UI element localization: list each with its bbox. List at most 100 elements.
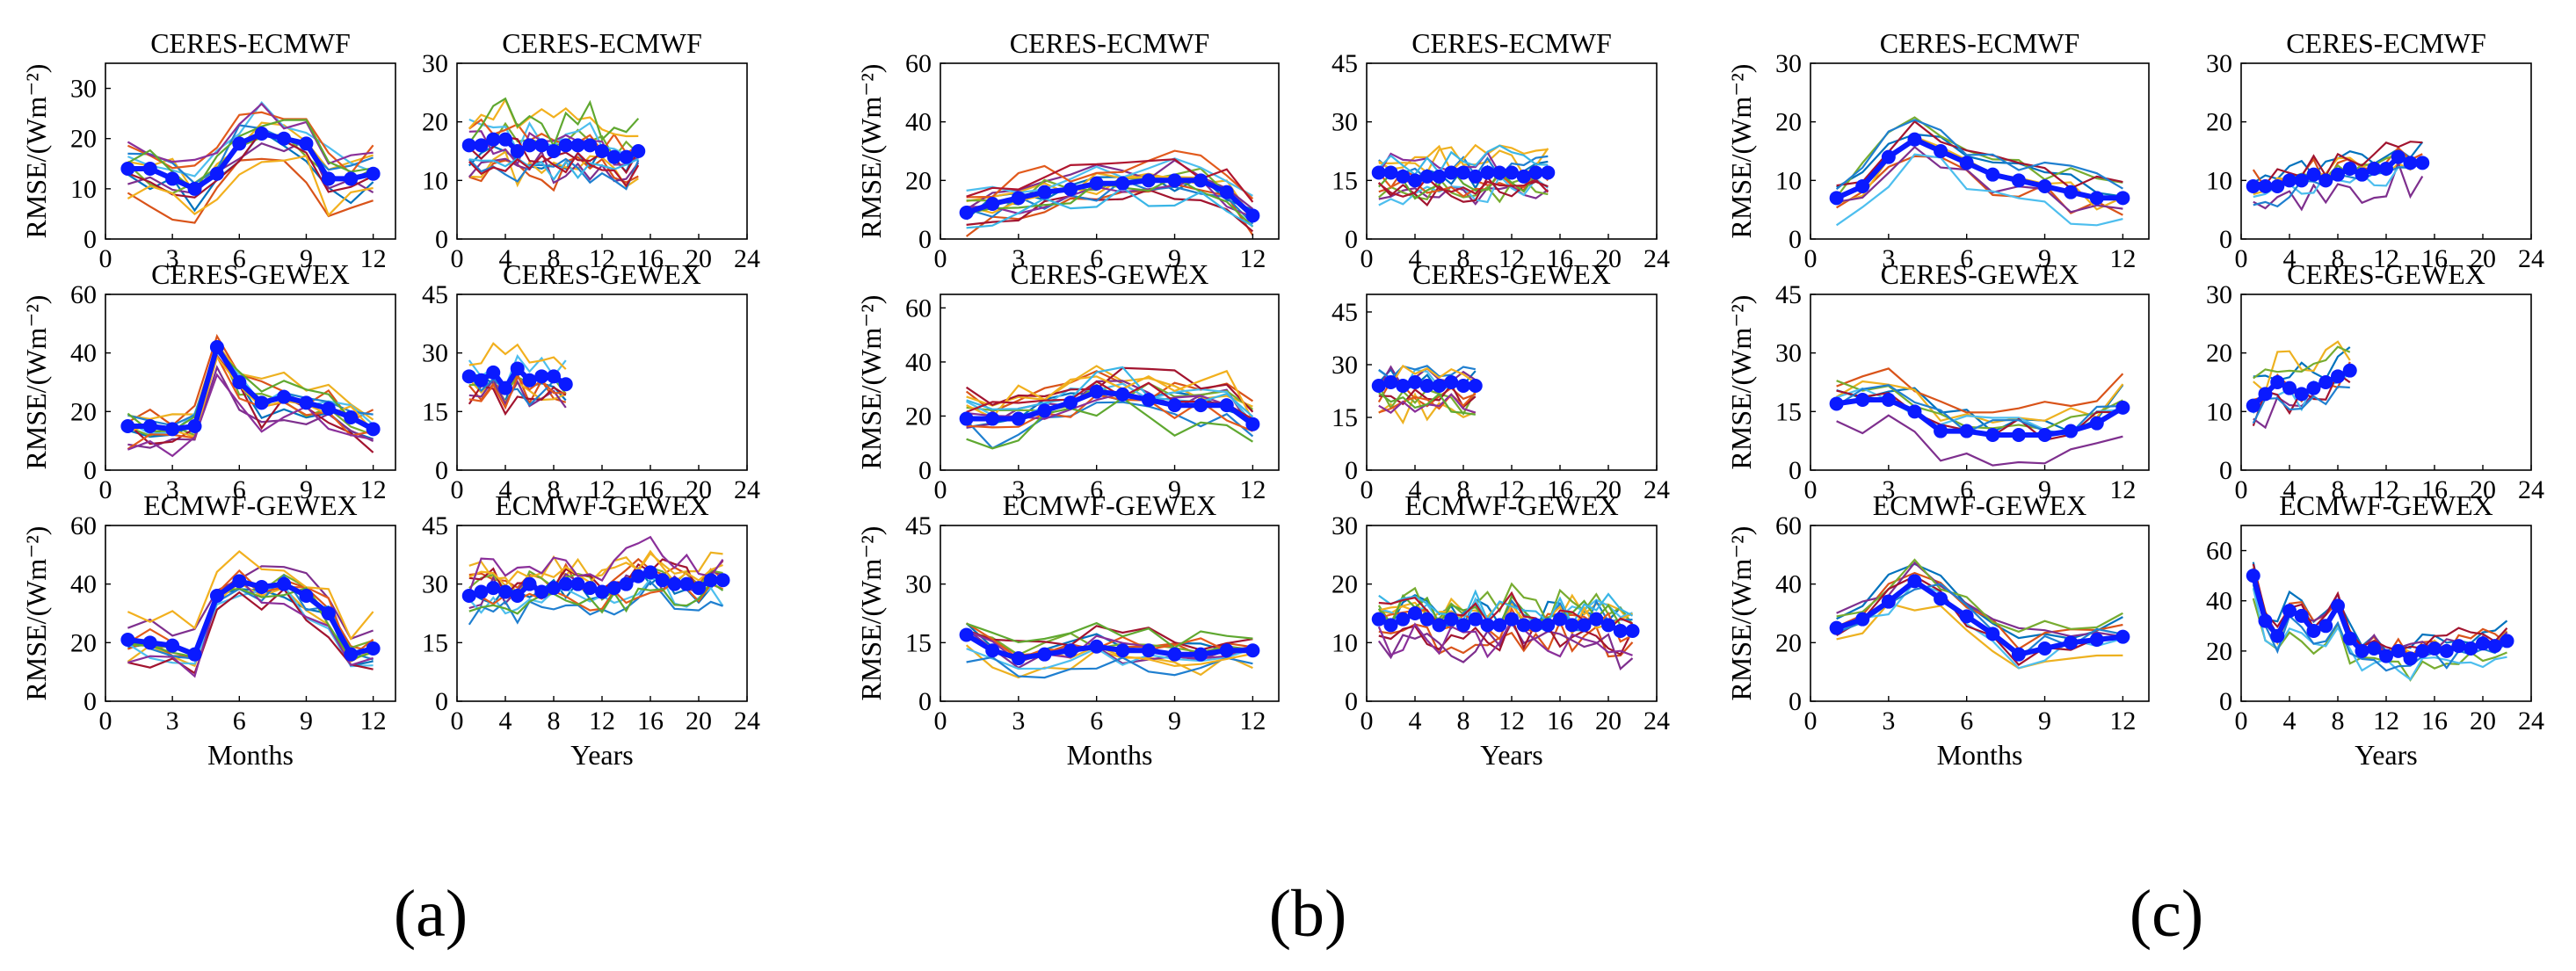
subplot-c6: ECMWF-GEWEX 0 4 8 12 16 20 24 0 20 40 60 Years — [2206, 489, 2544, 771]
member-series-line — [1378, 144, 1549, 177]
axes-box — [1810, 62, 2150, 240]
x-tick-label: 6 — [1960, 244, 1973, 273]
x-tick-label: 8 — [548, 707, 561, 735]
x-axis-label: Years — [570, 739, 633, 771]
mean-point — [2064, 424, 2079, 438]
y-tick-label: 0 — [1789, 456, 1802, 485]
mean-point — [1396, 379, 1411, 393]
mean-point — [187, 647, 202, 662]
mean-point — [1219, 643, 1234, 658]
mean-point — [2258, 387, 2273, 402]
mean-point — [703, 573, 718, 588]
mean-point — [321, 606, 336, 620]
x-tick-label: 16 — [2421, 475, 2448, 504]
y-tick-label: 60 — [1775, 511, 1802, 540]
mean-point — [2064, 185, 2079, 199]
mean-point — [1037, 647, 1052, 662]
member-series-line — [468, 377, 567, 409]
x-tick-label: 12 — [2373, 475, 2399, 504]
x-tick-label: 8 — [1457, 707, 1470, 735]
x-tick-label: 6 — [1090, 707, 1103, 735]
x-tick-label: 12 — [360, 244, 387, 273]
mean-point — [1829, 191, 1844, 206]
y-tick-label: 0 — [83, 225, 97, 254]
x-tick-label: 6 — [1960, 707, 1973, 735]
mean-point — [1167, 173, 1182, 188]
member-series-line — [468, 580, 723, 626]
subplot-a2: CERES-ECMWF 0 4 8 12 16 20 24 0 10 20 30 — [422, 27, 760, 273]
mean-point — [1959, 156, 1974, 170]
y-tick-label: 30 — [422, 49, 448, 78]
y-tick-label: 10 — [2206, 397, 2232, 426]
y-tick-label: 0 — [1789, 225, 1802, 254]
member-series-line — [966, 188, 1254, 233]
member-series-line — [127, 341, 374, 421]
member-series-line — [127, 157, 374, 224]
y-axis-label: RMSE/(Wm⁻²) — [20, 295, 52, 470]
mean-point — [1444, 612, 1459, 627]
subplot-c4: CERES-GEWEX 0 4 8 12 16 20 24 0 10 20 30 — [2206, 258, 2544, 504]
mean-point — [2258, 613, 2273, 628]
mean-point — [209, 340, 224, 354]
mean-point — [1468, 169, 1483, 184]
y-tick-label: 40 — [70, 570, 97, 599]
mean-point — [547, 581, 561, 596]
subplot-a3: CERES-GEWEX 0 3 6 9 12 0 20 40 60 RMSE/(Wm⁻²) — [20, 258, 396, 504]
mean-point — [1037, 185, 1052, 199]
x-tick-label: 0 — [934, 707, 947, 735]
mean-point — [299, 136, 314, 151]
mean-point — [510, 144, 525, 158]
member-series-line — [966, 396, 1253, 450]
y-tick-label: 0 — [435, 225, 448, 254]
member-series-line — [127, 155, 374, 217]
mean-point — [1167, 398, 1182, 413]
member-series-line — [127, 130, 374, 213]
mean-point — [631, 569, 646, 583]
mean-point — [2342, 162, 2357, 176]
x-tick-label: 12 — [1498, 475, 1525, 504]
y-tick-label: 10 — [70, 175, 97, 204]
x-tick-label: 9 — [300, 475, 313, 504]
y-tick-label: 30 — [1332, 351, 1358, 380]
member-series-line — [1377, 593, 1634, 636]
mean-point — [643, 565, 657, 580]
member-series-line — [2252, 583, 2508, 672]
x-tick-label: 4 — [499, 244, 512, 273]
x-tick-label: 20 — [686, 244, 712, 273]
y-tick-label: 30 — [905, 570, 932, 599]
x-axis-label: Years — [1480, 739, 1542, 771]
subplot-a5: ECMWF-GEWEX 0 3 6 9 12 0 20 40 60 RMSE/(Wm⁻²) Month… — [20, 489, 396, 771]
mean-point — [1011, 651, 1026, 666]
x-tick-label: 12 — [360, 707, 387, 735]
x-tick-label: 16 — [2421, 244, 2448, 273]
x-tick-label: 9 — [1168, 475, 1181, 504]
x-tick-label: 9 — [2038, 475, 2051, 504]
member-series-line — [2253, 345, 2351, 380]
mean-point — [498, 584, 512, 599]
subplot-title: ECMWF-GEWEX — [495, 489, 709, 521]
mean-point — [583, 581, 598, 596]
mean-point — [1245, 417, 1260, 431]
mean-point — [1456, 165, 1470, 180]
member-series-line — [1378, 143, 1549, 173]
y-axis-label: RMSE/(Wm⁻²) — [855, 295, 887, 470]
mean-point — [558, 377, 573, 392]
member-series-line — [966, 186, 1253, 229]
y-tick-label: 0 — [2219, 456, 2232, 485]
mean-point — [486, 365, 501, 380]
x-tick-label: 12 — [2373, 707, 2399, 735]
x-tick-label: 20 — [686, 475, 712, 504]
mean-point — [1167, 647, 1182, 662]
y-tick-label: 30 — [422, 339, 448, 368]
x-tick-label: 20 — [2470, 707, 2496, 735]
x-tick-label: 3 — [166, 475, 179, 504]
mean-point — [1492, 618, 1507, 633]
member-series-line — [1836, 133, 2123, 198]
mean-point — [232, 375, 247, 389]
y-tick-label: 20 — [1332, 570, 1358, 599]
mean-point — [2115, 400, 2130, 415]
x-tick-label: 12 — [2373, 244, 2399, 273]
mean-point — [595, 584, 609, 599]
mean-point — [619, 149, 634, 164]
mean-point — [142, 635, 157, 650]
